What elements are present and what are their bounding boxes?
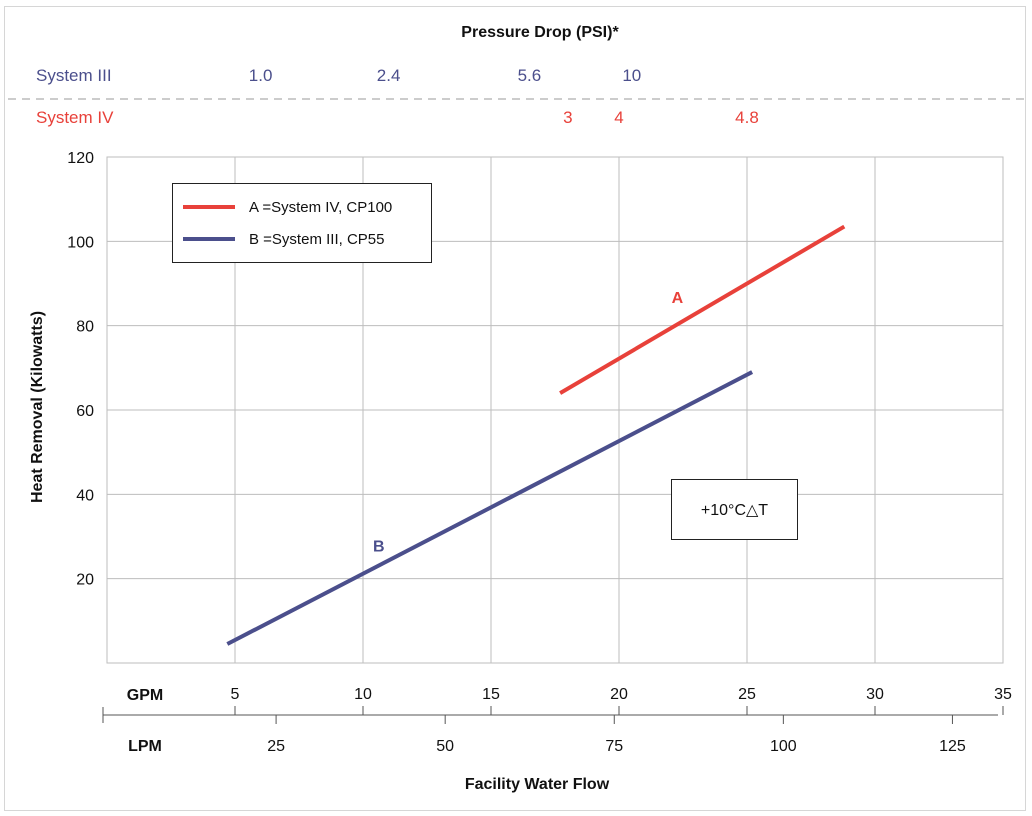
- chart-frame: [4, 6, 1026, 811]
- lpm-tick-label-3: 100: [770, 738, 797, 755]
- y-tick-label-0: 20: [76, 572, 94, 589]
- pressure-mark-1-1: 4: [614, 108, 623, 127]
- lpm-tick-label-0: 25: [267, 738, 285, 755]
- pressure-mark-0-3: 10: [622, 66, 641, 85]
- pressure-system-label-1: System IV: [36, 108, 114, 127]
- y-tick-label-1: 40: [76, 487, 94, 504]
- legend-swatch-b: [183, 237, 235, 241]
- legend-item-a: A =System IV, CP100: [183, 195, 392, 219]
- gpm-tick-label-3: 20: [610, 686, 628, 703]
- series-line-b: [226, 370, 754, 646]
- series-lines: AB: [226, 224, 846, 646]
- y-tick-label-5: 120: [67, 150, 94, 167]
- lpm-unit-label: LPM: [128, 738, 162, 755]
- pressure-mark-1-2: 4.8: [735, 108, 759, 127]
- gpm-tick-label-1: 10: [354, 686, 372, 703]
- y-tick-label-4: 100: [67, 234, 94, 251]
- gpm-tick-label-4: 25: [738, 686, 756, 703]
- y-axis-label: Heat Removal (Kilowatts): [29, 311, 46, 503]
- x-axis: 5 10 15 20 25 30 35 25 50 75 100 125: [102, 686, 1012, 755]
- series-line-a: [559, 224, 846, 395]
- y-tick-label-2: 60: [76, 403, 94, 420]
- pressure-drop-scales: System III 1.0 2.4 5.6 10 System IV 3 4 4.8: [8, 66, 1030, 127]
- legend-item-b: B =System III, CP55: [183, 227, 384, 251]
- chart-legend: A =System IV, CP100 B =System III, CP55: [172, 183, 432, 263]
- legend-swatch-a: [183, 205, 235, 209]
- gpm-tick-label-6: 35: [994, 686, 1012, 703]
- chart-title: Pressure Drop (PSI)*: [461, 24, 619, 41]
- gpm-unit-label: GPM: [127, 687, 163, 704]
- delta-t-annotation: +10°C△T: [671, 479, 798, 540]
- pressure-mark-0-0: 1.0: [249, 66, 273, 85]
- delta-t-text: +10°C△T: [700, 501, 769, 519]
- lpm-tick-label-4: 125: [939, 738, 966, 755]
- pressure-system-label-0: System III: [36, 66, 112, 85]
- series-label-b: B: [373, 538, 385, 555]
- pressure-mark-0-2: 5.6: [518, 66, 542, 85]
- series-label-a: A: [672, 290, 684, 307]
- gpm-tick-label-2: 15: [482, 686, 500, 703]
- lpm-tick-label-1: 50: [436, 738, 454, 755]
- gpm-tick-label-0: 5: [231, 686, 240, 703]
- y-tick-label-3: 80: [76, 319, 94, 336]
- legend-label-a: A =System IV, CP100: [249, 198, 393, 216]
- lpm-tick-label-2: 75: [605, 738, 623, 755]
- legend-label-b: B =System III, CP55: [249, 230, 385, 248]
- gpm-tick-label-5: 30: [866, 686, 884, 703]
- pressure-mark-0-1: 2.4: [377, 66, 401, 85]
- pressure-mark-1-0: 3: [563, 108, 572, 127]
- y-axis-ticks: 20 40 60 80 100 120: [67, 150, 94, 589]
- x-axis-label: Facility Water Flow: [465, 776, 610, 793]
